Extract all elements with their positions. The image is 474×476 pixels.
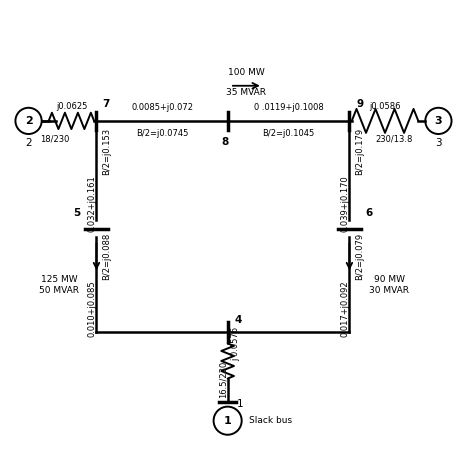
Text: 0.039+j0.170: 0.039+j0.170 xyxy=(340,175,349,231)
Text: 0.0085+j0.072: 0.0085+j0.072 xyxy=(131,103,193,112)
Text: 35 MVAR: 35 MVAR xyxy=(227,88,266,97)
Text: 1: 1 xyxy=(237,399,244,409)
Text: 0.032+j0.161: 0.032+j0.161 xyxy=(87,175,96,231)
Text: j0.0586: j0.0586 xyxy=(369,101,401,110)
Text: j0.0625: j0.0625 xyxy=(56,101,87,110)
Text: 125 MW
50 MVAR: 125 MW 50 MVAR xyxy=(39,276,79,295)
Text: B/2=j0.153: B/2=j0.153 xyxy=(102,128,111,175)
Text: 8: 8 xyxy=(222,137,229,147)
Text: j 0.0576: j 0.0576 xyxy=(232,327,241,361)
Text: 0.010+j0.085: 0.010+j0.085 xyxy=(87,280,96,337)
Text: 0.017+j0.092: 0.017+j0.092 xyxy=(340,280,349,337)
Text: 4: 4 xyxy=(235,315,242,325)
Text: 1: 1 xyxy=(224,416,231,426)
Text: B/2=j0.1045: B/2=j0.1045 xyxy=(263,129,315,139)
Text: 100 MW: 100 MW xyxy=(228,69,265,77)
Text: B/2=j0.0745: B/2=j0.0745 xyxy=(136,129,188,139)
Text: 6: 6 xyxy=(366,208,373,218)
Text: 16.5/230: 16.5/230 xyxy=(219,361,228,398)
Text: 3: 3 xyxy=(435,138,442,148)
Text: Slack bus: Slack bus xyxy=(249,416,292,425)
Text: 18/230: 18/230 xyxy=(40,134,70,143)
Text: 3: 3 xyxy=(435,116,442,126)
Text: 9: 9 xyxy=(356,99,364,109)
Text: 230/13.8: 230/13.8 xyxy=(375,134,412,143)
Text: 2: 2 xyxy=(25,116,32,126)
Text: 5: 5 xyxy=(73,208,80,218)
Text: 0 .0119+j0.1008: 0 .0119+j0.1008 xyxy=(254,103,323,112)
Text: B/2=j0.179: B/2=j0.179 xyxy=(355,128,364,175)
Text: 90 MW
30 MVAR: 90 MW 30 MVAR xyxy=(369,276,409,295)
Text: 7: 7 xyxy=(102,99,109,109)
Text: B/2=j0.079: B/2=j0.079 xyxy=(355,233,364,280)
Text: 2: 2 xyxy=(25,138,32,148)
Text: B/2=j0.088: B/2=j0.088 xyxy=(102,233,111,280)
